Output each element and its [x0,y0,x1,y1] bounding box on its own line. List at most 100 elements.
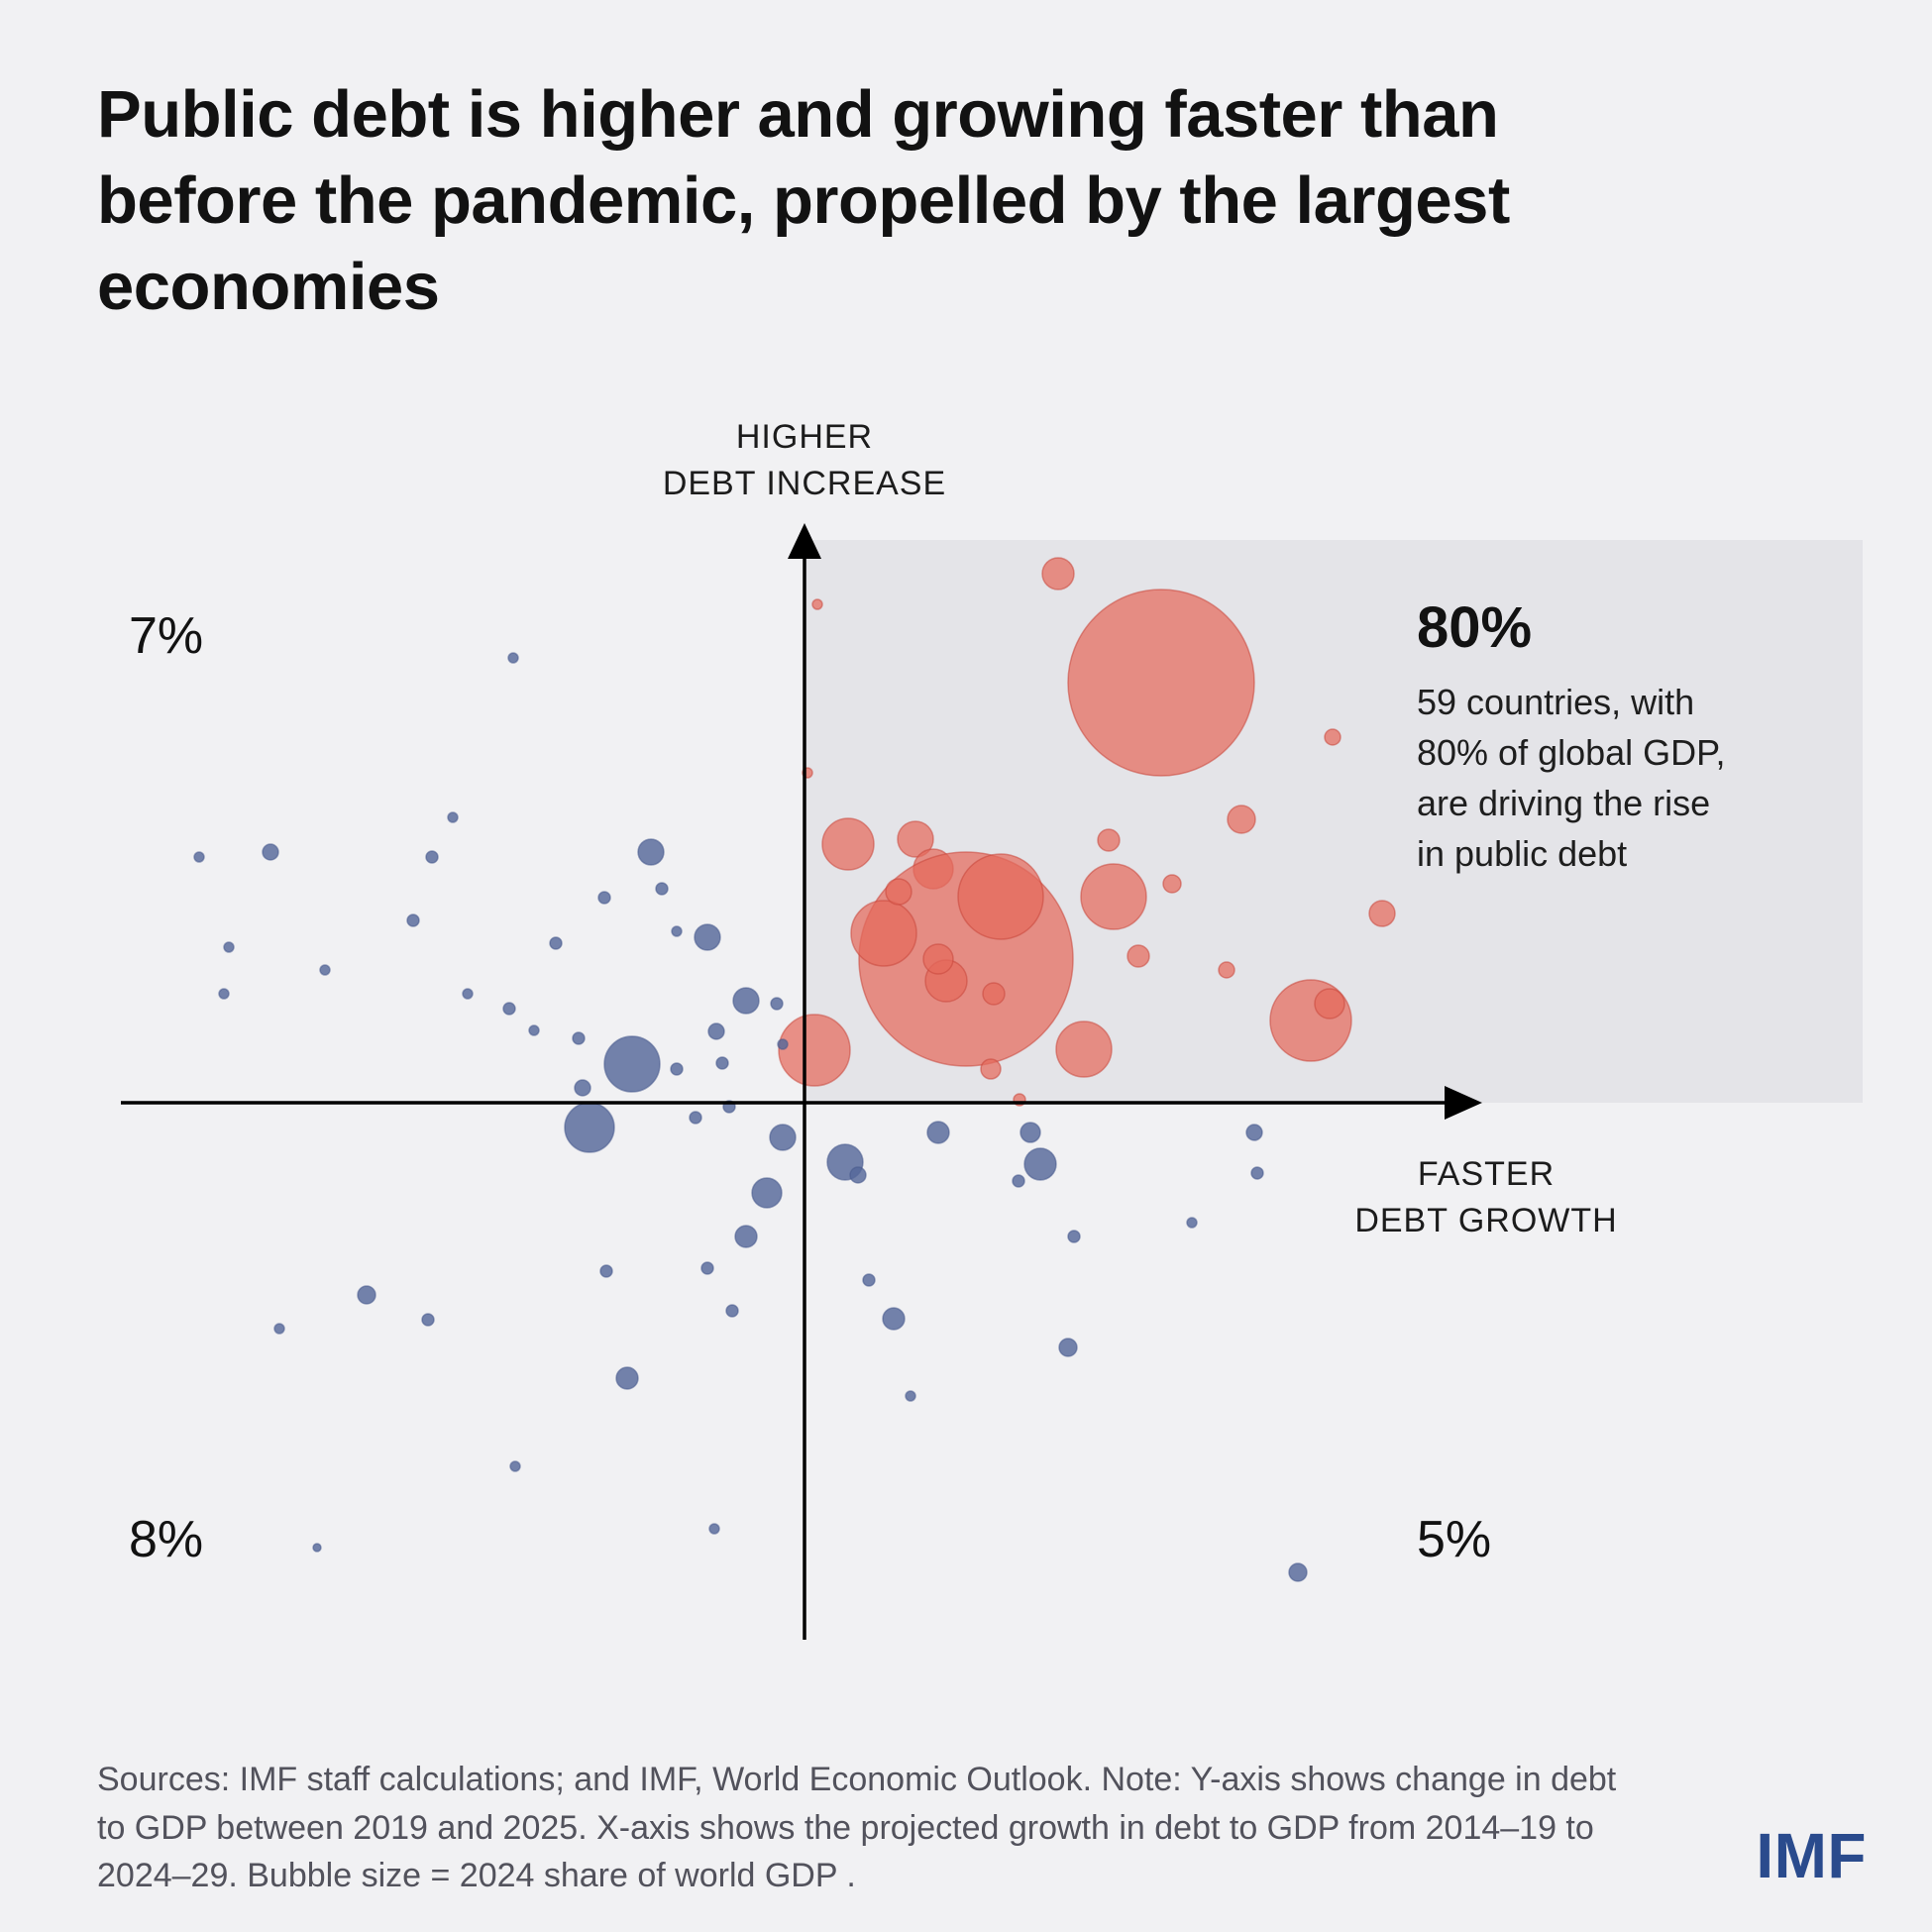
bubble-other-countries [564,1102,615,1153]
x-axis-label-line2: DEBT GROWTH [1354,1201,1618,1239]
bubble-other-countries [1288,1562,1308,1582]
bubble-countries-driving-debt-rise [982,982,1006,1006]
bubble-other-countries [637,838,665,866]
bubble-other-countries [406,913,420,927]
bubble-other-countries [700,1261,714,1275]
bubble-other-countries [1023,1147,1057,1181]
bubble-other-countries [421,1313,435,1327]
bubble-other-countries [777,1038,789,1050]
bubble-other-countries [670,1062,684,1076]
bubble-countries-driving-debt-rise [1368,900,1396,927]
bubble-other-countries [509,1460,521,1472]
bubble-other-countries [425,850,439,864]
bubble-other-countries [1012,1174,1025,1188]
bubble-other-countries [357,1285,376,1305]
quadrant-share-bottom-left: 8% [129,1511,204,1568]
bubble-other-countries [655,882,669,896]
highlight-annotation: 80% 59 countries, with 80% of global GDP… [1417,594,1853,879]
bubble-other-countries [689,1111,702,1125]
x-axis-arrow-icon [1445,1086,1482,1120]
bubble-other-countries [862,1273,876,1287]
bubble-other-countries [708,1523,720,1535]
bubble-countries-driving-debt-rise [778,1014,851,1087]
bubble-countries-driving-debt-rise [1324,728,1342,746]
annotation-line1: 59 countries, with [1417,682,1695,722]
bubble-other-countries [273,1323,285,1335]
annotation-body: 59 countries, with 80% of global GDP, ar… [1417,677,1853,879]
bubble-other-countries [447,811,459,823]
bubble-layer [193,557,1396,1582]
bubble-other-countries [882,1307,906,1331]
bubble-countries-driving-debt-rise [811,598,823,610]
y-axis-label-line1: HIGHER [735,418,874,456]
bubble-other-countries [849,1166,867,1184]
bubble-other-countries [528,1024,540,1036]
bubble-countries-driving-debt-rise [850,900,917,967]
bubble-countries-driving-debt-rise [1314,988,1345,1020]
bubble-other-countries [549,936,563,950]
bubble-countries-driving-debt-rise [885,878,912,906]
annotation-line4: in public debt [1417,833,1628,875]
bubble-countries-driving-debt-rise [980,1058,1002,1080]
bubble-other-countries [1058,1338,1078,1357]
bubble-other-countries [597,891,611,905]
bubble-other-countries [1020,1122,1041,1143]
axes [121,523,1482,1640]
bubble-other-countries [769,1124,797,1151]
bubble-other-countries [572,1031,586,1045]
bubble-countries-driving-debt-rise [922,943,954,975]
bubble-other-countries [223,941,235,953]
bubble-countries-driving-debt-rise [1218,961,1235,979]
bubble-other-countries [707,1022,725,1040]
bubble-other-countries [603,1035,661,1093]
bubble-countries-driving-debt-rise [1055,1020,1113,1078]
x-axis-label-line1: FASTER [1417,1155,1556,1193]
bubble-countries-driving-debt-rise [1080,863,1147,930]
bubble-other-countries [926,1121,950,1144]
bubble-other-countries [1250,1166,1264,1180]
annotation-line2: 80% of global GDP, [1417,732,1726,774]
bubble-countries-driving-debt-rise [1227,805,1256,834]
bubble-countries-driving-debt-rise [1041,557,1075,590]
bubble-other-countries [715,1056,729,1070]
bubble-other-countries [1067,1230,1081,1243]
y-axis-arrow-icon [788,523,821,559]
source-note: Sources: IMF staff calculations; and IMF… [97,1761,1617,1895]
bubble-other-countries [462,988,474,1000]
y-axis-label: HIGHER DEBT INCREASE [557,414,1052,507]
bubble-other-countries [1186,1217,1198,1229]
bubble-other-countries [694,923,721,951]
bubble-other-countries [507,652,519,664]
bubble-other-countries [751,1177,783,1209]
bubble-other-countries [905,1390,916,1402]
bubble-other-countries [193,851,205,863]
annotation-headline: 80% [1417,595,1533,660]
x-axis-label: FASTER DEBT GROWTH [1288,1151,1684,1244]
bubble-other-countries [615,1366,639,1390]
y-axis-label-line2: DEBT INCREASE [662,464,947,502]
bubble-other-countries [1245,1124,1263,1141]
bubble-countries-driving-debt-rise [1162,874,1182,894]
bubble-other-countries [734,1225,758,1248]
bubble-countries-driving-debt-rise [897,820,934,858]
quadrant-share-top-left: 7% [129,607,204,665]
bubble-other-countries [732,987,760,1015]
bubble-other-countries [671,925,683,937]
bubble-other-countries [312,1543,322,1553]
bubble-other-countries [319,964,331,976]
imf-logo: IMF [1756,1820,1867,1891]
annotation-line3: are driving the rise [1417,783,1711,824]
bubble-other-countries [725,1304,739,1318]
bubble-other-countries [599,1264,613,1278]
bubble-countries-driving-debt-rise [1097,828,1121,852]
chart-title: Public debt is higher and growing faster… [97,77,1510,325]
bubble-countries-driving-debt-rise [957,853,1044,940]
bubble-countries-driving-debt-rise [1067,589,1255,777]
bubble-other-countries [502,1002,516,1016]
bubble-other-countries [262,843,279,861]
bubble-countries-driving-debt-rise [821,817,875,871]
bubble-other-countries [218,988,230,1000]
bubble-other-countries [574,1079,591,1097]
quadrant-share-bottom-right: 5% [1417,1511,1492,1568]
